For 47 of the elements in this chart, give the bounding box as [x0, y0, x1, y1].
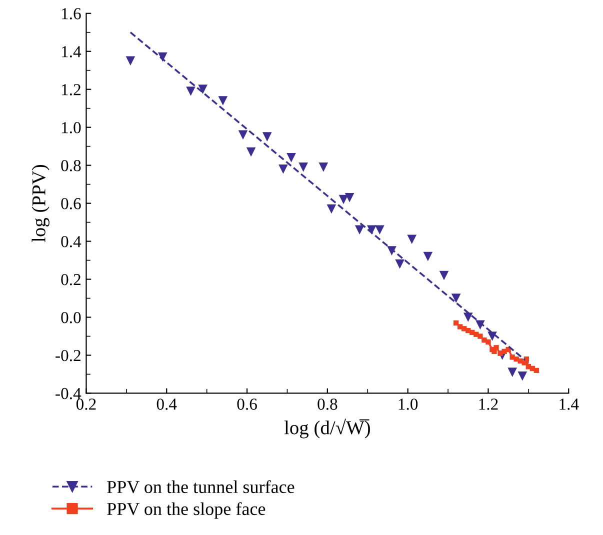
y-tick-label: 1.0 [62, 122, 81, 134]
point [318, 162, 328, 172]
x-axis-title: log (d/√W̅) [284, 418, 370, 438]
point [508, 368, 518, 377]
point [298, 162, 308, 172]
y-tick-label: 0.2 [61, 274, 80, 286]
point [238, 130, 248, 140]
y-tick-label: -0.2 [56, 350, 80, 362]
y-tick-label: 1.6 [62, 8, 81, 20]
y-axis-title: log (PPV) [32, 164, 50, 242]
x-tick-label: 0.2 [76, 398, 96, 410]
x-tick-label: 0.6 [237, 398, 257, 410]
y-tick-label: 0.0 [61, 312, 81, 324]
point [439, 270, 449, 280]
y-tick-label: 1.4 [62, 46, 82, 58]
point [246, 147, 256, 157]
point [488, 332, 497, 341]
y-tick-label: 0.8 [61, 160, 81, 172]
legend-label: PPV on the tunnel surface [107, 480, 294, 494]
point [286, 153, 296, 162]
point [423, 252, 433, 262]
y-tick-label: 1.2 [62, 84, 80, 96]
point [395, 259, 404, 269]
point [375, 225, 384, 235]
legend-label: PPV on the slope face [107, 502, 266, 519]
point [278, 164, 288, 174]
x-tick-label: 1.2 [479, 398, 498, 410]
point [326, 204, 336, 214]
y-tick-label: -0.4 [56, 388, 82, 400]
point [126, 56, 136, 66]
y-tick-label: 0.4 [61, 236, 82, 248]
point [463, 312, 473, 322]
y-tick-label: 0.6 [61, 198, 81, 210]
point [407, 234, 417, 244]
x-tick-label: 0.8 [318, 398, 338, 410]
point [354, 225, 364, 235]
point [518, 371, 528, 381]
point [451, 294, 461, 303]
point [218, 96, 228, 106]
x-tick-label: 0.4 [156, 398, 177, 410]
point [186, 86, 196, 96]
x-tick-label: 1.0 [398, 398, 418, 410]
point [198, 84, 208, 94]
x-tick-label: 1.4 [560, 398, 579, 410]
point [262, 132, 272, 142]
point [366, 225, 376, 235]
point [344, 192, 354, 202]
